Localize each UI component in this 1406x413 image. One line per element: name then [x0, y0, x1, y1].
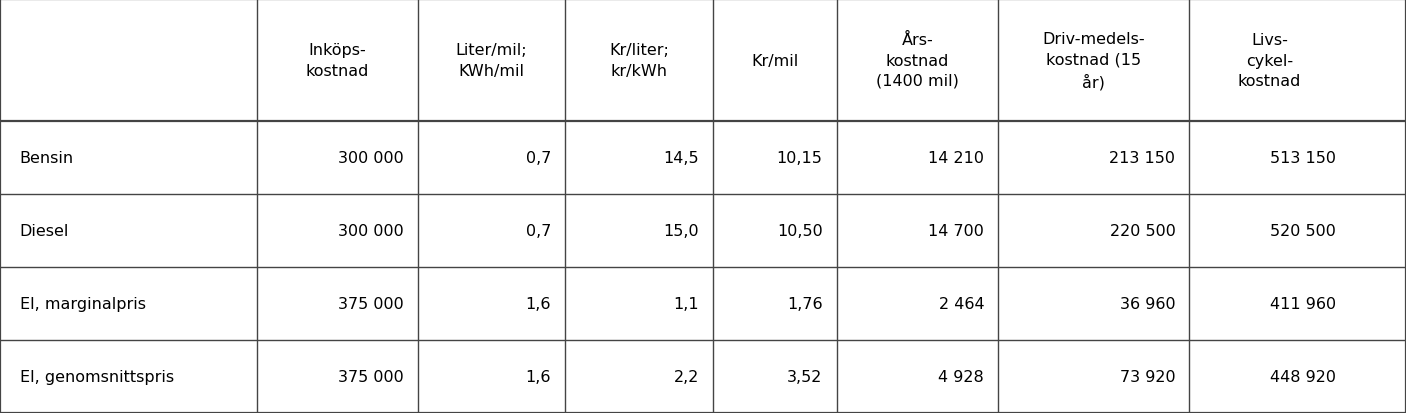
Text: 300 000: 300 000 — [337, 223, 404, 238]
Text: 513 150: 513 150 — [1270, 151, 1336, 166]
Text: 2 464: 2 464 — [939, 297, 984, 311]
Text: Bensin: Bensin — [20, 151, 73, 166]
Text: 1,76: 1,76 — [787, 297, 823, 311]
Text: Års-
kostnad
(1400 mil): Års- kostnad (1400 mil) — [876, 33, 959, 89]
Text: 300 000: 300 000 — [337, 151, 404, 166]
Text: 1,1: 1,1 — [673, 297, 699, 311]
Text: 0,7: 0,7 — [526, 223, 551, 238]
Text: 3,52: 3,52 — [787, 369, 823, 384]
Text: Driv-medels-
kostnad (15
år): Driv-medels- kostnad (15 år) — [1043, 32, 1144, 90]
Text: 1,6: 1,6 — [526, 297, 551, 311]
Text: 0,7: 0,7 — [526, 151, 551, 166]
Text: Kr/mil: Kr/mil — [751, 53, 799, 69]
Text: 1,6: 1,6 — [526, 369, 551, 384]
Text: 36 960: 36 960 — [1119, 297, 1175, 311]
Text: Diesel: Diesel — [20, 223, 69, 238]
Text: 73 920: 73 920 — [1119, 369, 1175, 384]
Text: El, genomsnittspris: El, genomsnittspris — [20, 369, 174, 384]
Text: 448 920: 448 920 — [1270, 369, 1336, 384]
Text: 4 928: 4 928 — [938, 369, 984, 384]
Text: 375 000: 375 000 — [337, 297, 404, 311]
Text: El, marginalpris: El, marginalpris — [20, 297, 146, 311]
Text: 220 500: 220 500 — [1109, 223, 1175, 238]
Text: Inköps-
kostnad: Inköps- kostnad — [305, 43, 370, 78]
Text: 520 500: 520 500 — [1270, 223, 1336, 238]
Text: 411 960: 411 960 — [1270, 297, 1336, 311]
Text: 213 150: 213 150 — [1109, 151, 1175, 166]
Text: 14,5: 14,5 — [664, 151, 699, 166]
Text: 14 700: 14 700 — [928, 223, 984, 238]
Text: 10,50: 10,50 — [776, 223, 823, 238]
Text: 15,0: 15,0 — [664, 223, 699, 238]
Text: 375 000: 375 000 — [337, 369, 404, 384]
Text: Liter/mil;
KWh/mil: Liter/mil; KWh/mil — [456, 43, 527, 78]
Text: Kr/liter;
kr/kWh: Kr/liter; kr/kWh — [609, 43, 669, 78]
Text: Livs-
cykel-
kostnad: Livs- cykel- kostnad — [1237, 33, 1302, 89]
Text: 14 210: 14 210 — [928, 151, 984, 166]
Text: 2,2: 2,2 — [673, 369, 699, 384]
Text: 10,15: 10,15 — [776, 151, 823, 166]
